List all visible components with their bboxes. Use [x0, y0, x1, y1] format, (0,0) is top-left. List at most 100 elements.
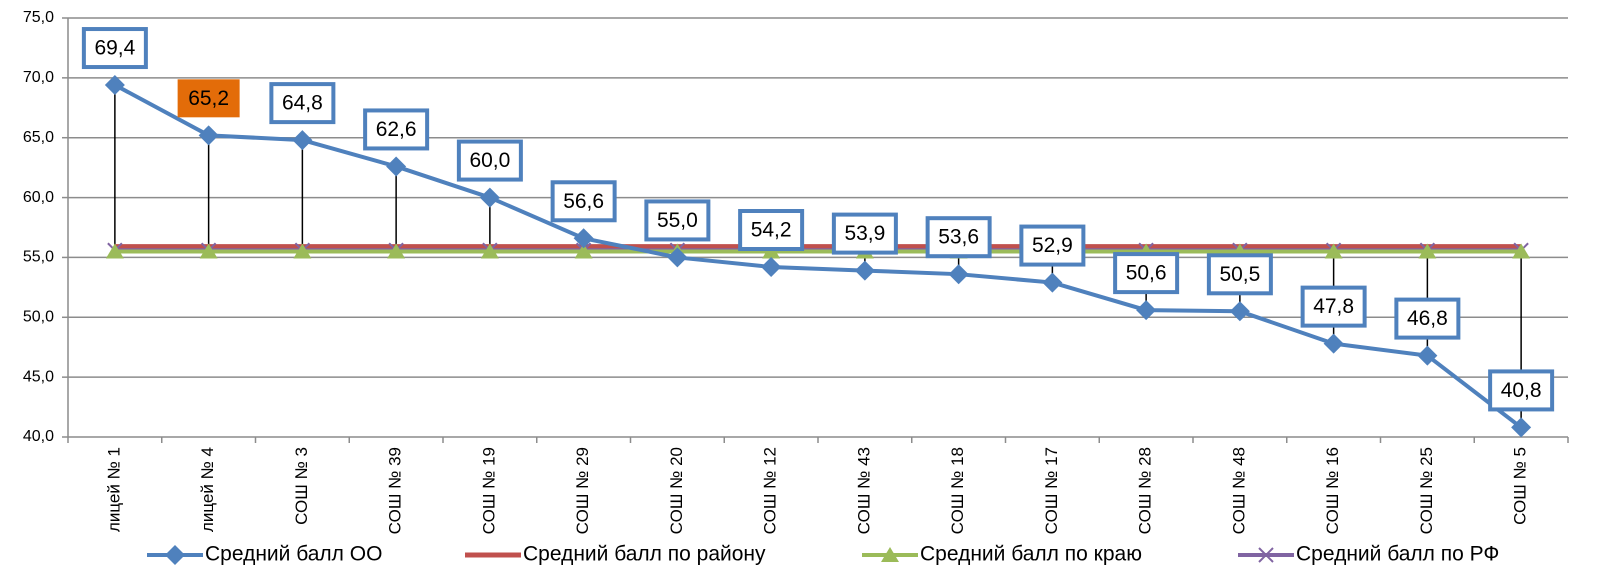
data-label-box: 56,6	[550, 180, 617, 223]
label-frame	[644, 199, 711, 242]
x-tick-label: СОШ № 3	[292, 447, 311, 525]
label-frame	[269, 82, 336, 125]
data-label-box: 53,9	[831, 212, 898, 255]
label-frame	[363, 108, 430, 151]
data-label-box: 55,0	[644, 199, 711, 242]
point	[479, 187, 500, 208]
y-tick-label: 60,0	[23, 189, 54, 206]
data-label-box: 64,8	[269, 82, 336, 125]
data-label-box: 53,6	[925, 216, 992, 259]
data-label: 62,6	[376, 118, 417, 141]
legend-item: Средний балл по району	[465, 543, 766, 566]
data-label: 60,0	[469, 149, 510, 172]
legend-item: Средний балл по краю	[862, 543, 1142, 566]
y-tick-label: 40,0	[23, 428, 54, 445]
data-label-box: 60,0	[456, 139, 523, 182]
x-tick-label: СОШ № 19	[479, 447, 498, 534]
point	[854, 260, 875, 281]
data-label-box: 47,8	[1300, 285, 1367, 328]
data-label-box: 65,2	[177, 79, 240, 118]
label-frame	[1206, 253, 1273, 296]
label-frame	[550, 180, 617, 223]
x-tick-label: лицей № 1	[104, 447, 123, 532]
point	[1512, 243, 1531, 259]
point	[292, 130, 313, 151]
point	[386, 156, 407, 177]
point	[881, 547, 899, 562]
data-label: 50,6	[1126, 262, 1167, 285]
label-frame	[1394, 297, 1461, 340]
label-frame	[177, 79, 240, 118]
x-tick-label: СОШ № 28	[1136, 447, 1155, 534]
y-tick-label: 65,0	[23, 129, 54, 146]
x-tick-label: СОШ № 17	[1042, 447, 1061, 534]
point	[387, 243, 406, 259]
label-frame	[1113, 252, 1180, 295]
point	[293, 243, 312, 259]
x-tick-label: СОШ № 18	[948, 447, 967, 534]
point	[1511, 417, 1532, 438]
legend-label: Средний балл по РФ	[1296, 543, 1499, 566]
x-tick-label: СОШ № 12	[761, 447, 780, 534]
data-label-box: 62,6	[363, 108, 430, 151]
point	[1418, 243, 1437, 259]
legend-label: Средний балл по району	[523, 543, 766, 566]
point	[1229, 301, 1250, 322]
data-label: 50,5	[1219, 263, 1260, 286]
data-label: 46,8	[1407, 307, 1448, 330]
point	[1042, 272, 1063, 293]
label-frame	[925, 216, 992, 259]
data-label: 54,2	[751, 219, 792, 242]
data-label-box: 50,6	[1113, 252, 1180, 295]
label-frame	[1300, 285, 1367, 328]
data-label: 47,8	[1313, 295, 1354, 318]
point	[761, 257, 782, 278]
x-tick-label: СОШ № 48	[1229, 447, 1248, 534]
data-label-box: 69,4	[81, 27, 148, 70]
x-tick-label: СОШ № 16	[1323, 447, 1342, 534]
point	[667, 247, 688, 268]
data-label: 52,9	[1032, 234, 1073, 257]
x-tick-label: лицей № 4	[198, 447, 217, 532]
label-frame	[831, 212, 898, 255]
label-frame	[738, 209, 805, 252]
legend-item: Средний балл ОО	[147, 543, 382, 566]
data-label: 69,4	[94, 37, 135, 60]
point	[1136, 300, 1157, 321]
y-tick-label: 45,0	[23, 368, 54, 385]
x-tick-label: СОШ № 39	[386, 447, 405, 534]
x-tick-label: СОШ № 43	[854, 447, 873, 534]
label-frame	[81, 27, 148, 70]
y-tick-label: 70,0	[23, 69, 54, 86]
point	[104, 75, 125, 96]
data-label: 64,8	[282, 92, 323, 115]
label-frame	[1488, 369, 1555, 412]
y-tick-label: 55,0	[23, 249, 54, 266]
series-line	[113, 83, 1523, 430]
x-tick-label: СОШ № 25	[1417, 447, 1436, 534]
y-tick-label: 50,0	[23, 309, 54, 326]
data-label-box: 40,8	[1488, 369, 1555, 412]
data-label: 40,8	[1501, 379, 1542, 402]
x-tick-label: СОШ № 29	[573, 447, 592, 534]
label-frame	[1019, 224, 1086, 267]
legend-label: Средний балл ОО	[205, 543, 382, 566]
point	[573, 228, 594, 249]
point	[480, 243, 499, 259]
legend-label: Средний балл по краю	[920, 543, 1142, 566]
data-label: 53,6	[938, 226, 979, 249]
point	[948, 264, 969, 285]
point	[165, 545, 185, 565]
data-label: 65,2	[188, 87, 229, 110]
data-label: 56,6	[563, 190, 604, 213]
data-label: 53,9	[844, 222, 885, 245]
data-label: 55,0	[657, 209, 698, 232]
point	[1323, 333, 1344, 354]
point	[1324, 243, 1343, 259]
data-label-box: 54,2	[738, 209, 805, 252]
label-frame	[456, 139, 523, 182]
legend-item: Средний балл по РФ	[1238, 543, 1499, 566]
x-tick-label: СОШ № 5	[1511, 447, 1530, 525]
point	[1258, 547, 1274, 563]
